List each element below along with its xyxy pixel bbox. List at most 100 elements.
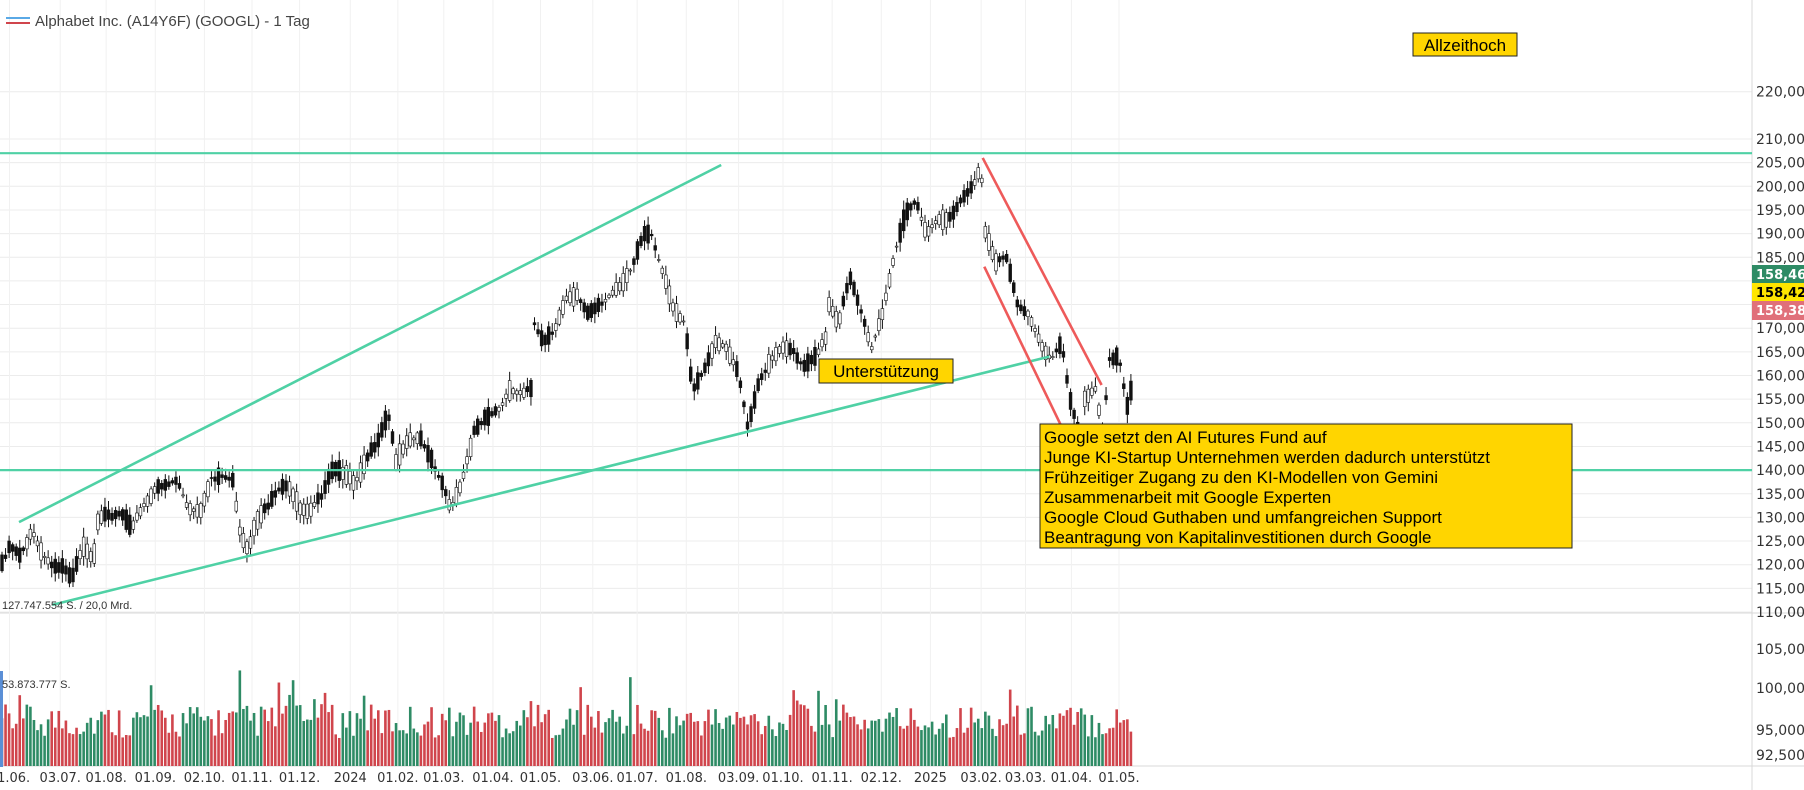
- candle-body: [121, 509, 125, 521]
- candle-body: [454, 487, 459, 504]
- candle-body: [89, 551, 93, 562]
- candle-body: [539, 330, 544, 347]
- candle-body: [571, 287, 576, 307]
- chart-title: Alphabet Inc. (A14Y6F) (GOOGL) - 1 Tag: [35, 13, 310, 30]
- volume-bar: [93, 733, 96, 766]
- volume-bar: [483, 722, 487, 766]
- volume-bar: [1111, 727, 1115, 766]
- volume-bar: [46, 719, 50, 766]
- volume-tick-label: 100,000: [1756, 681, 1804, 697]
- candle-body: [238, 526, 242, 536]
- volume-bar: [242, 708, 245, 766]
- candle-body: [170, 480, 175, 484]
- candle-body: [32, 532, 36, 537]
- volume-bar: [78, 734, 82, 766]
- volume-bar: [614, 721, 618, 766]
- candle-body: [1104, 395, 1108, 401]
- candle-body: [42, 555, 47, 558]
- volume-bar: [714, 709, 717, 766]
- candle-body: [60, 558, 65, 574]
- x-tick-label: 01.11.: [231, 771, 272, 786]
- volume-bar: [274, 726, 277, 766]
- candle-body: [436, 475, 441, 478]
- volume-bar: [256, 735, 259, 766]
- volume-bar: [352, 735, 355, 766]
- candle-body: [983, 226, 988, 239]
- x-tick-label: 01.08.: [86, 771, 127, 786]
- volume-bar: [962, 732, 966, 766]
- candle-body: [1051, 356, 1055, 358]
- candle-body: [0, 554, 4, 572]
- candle-body: [628, 269, 633, 272]
- volume-bar: [117, 710, 121, 766]
- volume-bar: [607, 718, 611, 766]
- candle-body: [610, 289, 615, 296]
- volume-bar: [795, 700, 799, 766]
- candle-body: [1068, 392, 1073, 410]
- candle-body: [646, 224, 650, 244]
- volume-bar: [664, 737, 668, 766]
- volume-bar: [700, 735, 703, 766]
- candle-body: [1040, 342, 1044, 352]
- volume-bar: [302, 720, 306, 766]
- candle-body: [390, 431, 395, 444]
- volume-bar: [192, 713, 195, 766]
- candle-body: [110, 512, 114, 521]
- candle-body: [653, 245, 657, 251]
- candle-body: [415, 432, 420, 444]
- candle-body: [575, 288, 579, 301]
- volume-bar: [337, 737, 341, 766]
- candle-body: [419, 430, 423, 447]
- candle-body: [199, 503, 203, 518]
- candle-body: [887, 273, 892, 288]
- x-tick-label: 01.09.: [135, 771, 176, 786]
- y-tick-label: 110,00: [1756, 605, 1804, 621]
- volume-bar: [959, 708, 962, 766]
- volume-bar: [295, 705, 298, 766]
- volume-bar: [799, 704, 803, 766]
- volume-bar: [1033, 731, 1037, 766]
- volume-bar: [511, 731, 515, 766]
- volume-bar: [813, 731, 817, 766]
- volume-bar: [398, 730, 401, 766]
- candle-body: [35, 540, 40, 547]
- volume-bar: [479, 731, 483, 766]
- candle-body: [972, 179, 977, 186]
- volume-bar: [440, 713, 444, 766]
- volume-bar: [18, 695, 22, 766]
- volume-bar: [146, 716, 149, 766]
- volume-bar: [593, 727, 597, 766]
- candle-body: [852, 281, 856, 296]
- date-axis: 01.06. 03.07. 01.08. 01.09. 02.10. 01.11. 01.1…: [0, 771, 1140, 786]
- candle-body: [1093, 386, 1098, 392]
- candle-body: [834, 311, 838, 328]
- candle-body: [305, 503, 309, 519]
- candle-body: [855, 294, 860, 306]
- candle-body: [688, 366, 693, 382]
- candle-body: [749, 406, 753, 423]
- volume-bar: [831, 737, 834, 766]
- candle-body: [838, 312, 842, 325]
- candle-body: [550, 331, 554, 335]
- candle-body: [987, 233, 991, 251]
- y-tick-label: 160,00: [1756, 369, 1804, 385]
- volume-bar: [405, 733, 408, 766]
- x-tick-label: 03.09.: [718, 771, 759, 786]
- x-tick-label: 01.02.: [377, 771, 418, 786]
- volume-bar: [227, 712, 231, 766]
- volume-bar: [834, 699, 838, 766]
- candle-body: [465, 456, 469, 465]
- x-tick-label: 03.03.: [1005, 771, 1046, 786]
- candle-body: [440, 475, 444, 491]
- svg-text:Unterstützung: Unterstützung: [833, 362, 939, 381]
- volume-bar: [369, 704, 373, 766]
- volume-bar: [803, 705, 806, 766]
- candle-body: [192, 508, 196, 512]
- volume-bar: [313, 699, 316, 766]
- volume-bar: [252, 712, 256, 766]
- volume-bar: [781, 723, 785, 766]
- volume-bar: [61, 728, 64, 766]
- volume-bar: [969, 707, 973, 766]
- candle-body: [507, 380, 512, 401]
- volume-bar: [653, 710, 657, 766]
